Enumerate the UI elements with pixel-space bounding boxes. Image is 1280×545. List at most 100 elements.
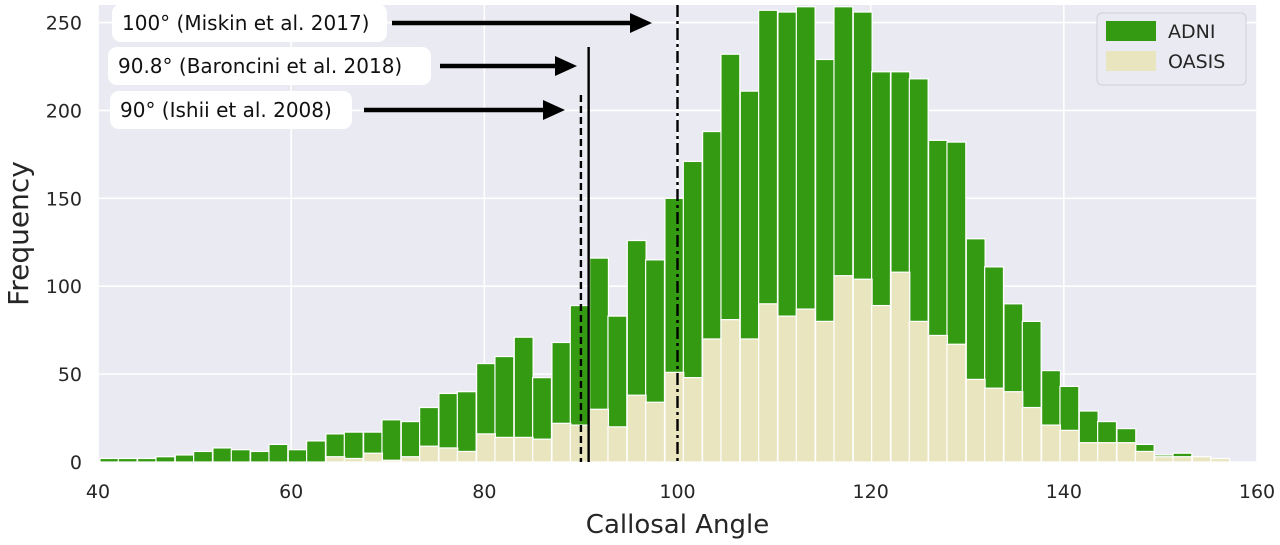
bar-oasis xyxy=(1191,456,1212,463)
bar-oasis xyxy=(325,456,346,463)
bar-adni xyxy=(117,457,138,463)
bar-oasis xyxy=(381,459,402,463)
bar-oasis xyxy=(928,334,949,463)
bar-oasis xyxy=(419,445,440,463)
bar-oasis xyxy=(343,457,364,463)
annotation-label: 100° (Miskin et al. 2017) xyxy=(122,11,369,35)
x-tick-label: 100 xyxy=(659,481,695,503)
bar-oasis xyxy=(777,315,798,463)
annotation-box xyxy=(112,4,387,42)
bar-oasis xyxy=(476,433,497,463)
bar-oasis xyxy=(890,271,911,463)
bar-oasis xyxy=(569,424,590,463)
bar-oasis xyxy=(946,343,967,463)
bar-adni xyxy=(212,447,233,463)
annotation-arrow-head xyxy=(630,13,652,33)
bar-oasis xyxy=(513,436,534,463)
bar-oasis xyxy=(1059,429,1080,463)
bar-oasis xyxy=(589,408,610,463)
bar-adni xyxy=(155,456,176,463)
legend-label-adni: ADNI xyxy=(1168,21,1215,43)
bar-oasis xyxy=(1041,424,1062,463)
annotation-dashdot: 100° (Miskin et al. 2017) xyxy=(112,4,652,42)
bar-oasis xyxy=(1116,442,1137,463)
annotation-dashed: 90° (Ishii et al. 2008) xyxy=(110,91,565,129)
x-tick-label: 140 xyxy=(1046,481,1082,503)
bar-oasis xyxy=(551,422,572,463)
bar-series-oasis xyxy=(325,271,1231,463)
bar-oasis xyxy=(965,378,986,463)
bar-oasis xyxy=(984,387,1005,463)
annotation-box xyxy=(108,47,431,85)
y-tick-label: 250 xyxy=(46,13,82,35)
bar-oasis xyxy=(1134,450,1155,463)
bar-adni xyxy=(174,454,195,463)
y-tick-label: 150 xyxy=(46,188,82,210)
bar-oasis xyxy=(908,320,929,463)
x-tick-label: 120 xyxy=(853,481,889,503)
x-tick-label: 80 xyxy=(472,481,496,503)
y-axis-title: Frequency xyxy=(2,161,35,306)
bar-oasis xyxy=(626,394,647,463)
bar-oasis xyxy=(456,450,477,463)
x-tick-label: 60 xyxy=(279,481,303,503)
bar-oasis xyxy=(645,401,666,463)
y-tick-label: 50 xyxy=(58,364,82,386)
bar-adni xyxy=(343,431,364,463)
x-axis-title: Callosal Angle xyxy=(586,510,769,540)
bar-oasis xyxy=(871,304,892,463)
bar-adni xyxy=(287,449,308,463)
annotations: 90° (Ishii et al. 2008) 90.8° (Baroncini … xyxy=(108,4,652,129)
bar-oasis xyxy=(815,320,836,463)
annotation-box xyxy=(110,91,352,129)
bar-adni xyxy=(381,419,402,463)
legend-swatch-adni xyxy=(1106,21,1156,41)
bar-oasis xyxy=(494,436,515,463)
annotation-arrow-head xyxy=(543,100,565,120)
y-tick-label: 100 xyxy=(46,276,82,298)
bar-adni xyxy=(306,440,327,463)
bar-adni xyxy=(230,449,251,463)
bar-oasis xyxy=(438,447,459,463)
bar-oasis xyxy=(739,338,760,463)
bar-oasis xyxy=(833,275,854,463)
bar-oasis xyxy=(682,377,703,463)
annotation-label: 90° (Ishii et al. 2008) xyxy=(120,98,332,122)
legend-label-oasis: OASIS xyxy=(1168,51,1225,73)
bar-oasis xyxy=(1172,456,1193,463)
x-tick-label: 160 xyxy=(1239,481,1275,503)
annotation-arrow-head xyxy=(555,56,577,76)
annotation-solid: 90.8° (Baroncini et al. 2018) xyxy=(108,47,577,85)
bar-oasis xyxy=(1021,406,1042,463)
histogram-bars xyxy=(99,6,1231,463)
bar-oasis xyxy=(607,426,628,463)
bar-adni xyxy=(99,457,120,463)
bar-oasis xyxy=(795,308,816,463)
bar-oasis xyxy=(1097,442,1118,463)
bar-oasis xyxy=(1003,391,1024,463)
bar-adni xyxy=(400,420,421,463)
bar-oasis xyxy=(1210,457,1231,463)
bar-oasis xyxy=(1078,442,1099,463)
bar-oasis xyxy=(664,371,685,463)
bar-oasis xyxy=(758,303,779,463)
bar-oasis xyxy=(852,278,873,463)
bar-adni xyxy=(268,443,289,463)
annotation-label: 90.8° (Baroncini et al. 2018) xyxy=(118,54,402,78)
bar-oasis xyxy=(702,338,723,463)
bar-oasis xyxy=(1154,456,1175,463)
legend-swatch-oasis xyxy=(1106,51,1156,71)
legend: ADNI OASIS xyxy=(1096,12,1247,86)
bar-oasis xyxy=(720,319,741,463)
bar-adni xyxy=(193,450,214,463)
reference-lines xyxy=(579,5,679,462)
y-tick-label: 200 xyxy=(46,100,82,122)
x-tick-label: 40 xyxy=(86,481,110,503)
bar-oasis xyxy=(532,438,553,463)
bar-oasis xyxy=(400,456,421,463)
y-tick-label: 0 xyxy=(70,452,82,474)
tick-labels: 40 60 80 100 120 140 160 0 50 100 150 200 250 xyxy=(46,13,1275,503)
bar-oasis xyxy=(363,452,384,463)
